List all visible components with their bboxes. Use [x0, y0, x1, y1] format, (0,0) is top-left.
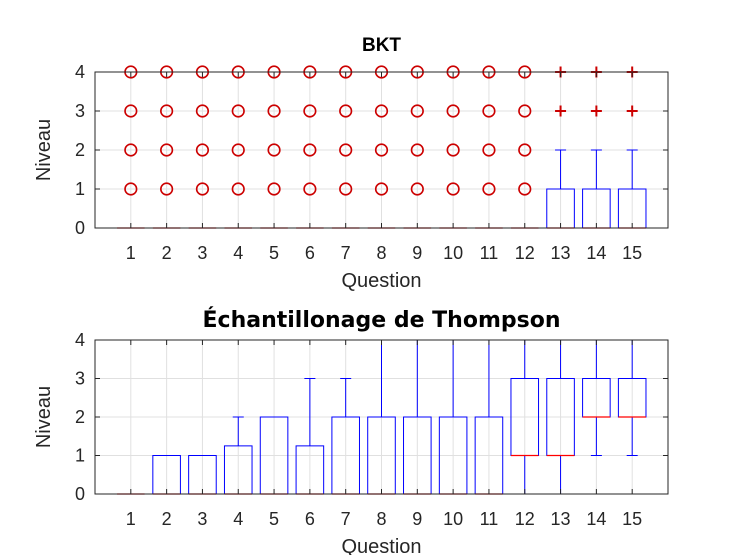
panel2-xtick-label-4: 4 — [233, 509, 243, 529]
panel1-outlier-11-3 — [482, 104, 496, 118]
panel1-outlier-3-2 — [195, 143, 210, 157]
panel1-ylabel: Niveau — [33, 119, 55, 181]
panel1-ytick-label-1: 1 — [75, 179, 85, 199]
panel1-outlier-1-3 — [124, 104, 138, 118]
panel1-xtick-label-13: 13 — [551, 243, 571, 263]
panel2-ytick-label-1: 1 — [75, 446, 85, 466]
panel1-outlier-4-2 — [231, 143, 245, 157]
panel1-ytick-label-3: 3 — [75, 101, 85, 121]
panel1-outlier-12-1 — [518, 182, 532, 196]
panel1-xtick-label-12: 12 — [515, 243, 535, 263]
panel1-outlier-12-3 — [518, 104, 532, 118]
panel2-xtick-label-12: 12 — [515, 509, 535, 529]
panel1-outlier-5-1 — [267, 182, 281, 196]
panel2-xlabel: Question — [341, 536, 421, 555]
panel2-xtick-label-10: 10 — [443, 509, 463, 529]
panel1-xtick-label-2: 2 — [162, 243, 172, 263]
panel1-outlier-5-2 — [267, 143, 281, 157]
panel2-xtick-label-3: 3 — [197, 509, 207, 529]
panel2-xtick-label-8: 8 — [376, 509, 386, 529]
panel2-xtick-label-9: 9 — [412, 509, 422, 529]
panel1-outlier-7-3 — [339, 104, 353, 118]
panel1-outlier-12-2 — [518, 143, 532, 157]
panel1-outlier-2-1 — [160, 182, 174, 196]
panel1-outlier-2-3 — [160, 104, 174, 118]
panel1-xtick-label-11: 11 — [480, 243, 499, 263]
panel1-outlier-7-2 — [339, 143, 353, 157]
panel2-xtick-label-2: 2 — [162, 509, 172, 529]
panel1-xtick-label-14: 14 — [586, 243, 606, 263]
panel2-ytick-label-0: 0 — [75, 484, 85, 504]
panel1-outlier-7-1 — [339, 182, 353, 196]
panel1-xtick-label-4: 4 — [233, 243, 243, 263]
panel1-outlier-2-2 — [160, 143, 174, 157]
panel1-outlier-8-3 — [374, 104, 389, 118]
panel2-ylabel: Niveau — [33, 386, 55, 448]
panel1-outlier-1-1 — [124, 182, 138, 196]
panel1-ytick-label-2: 2 — [75, 140, 85, 160]
panel1-outlier-6-2 — [303, 143, 317, 157]
panel1-xtick-label-15: 15 — [622, 243, 642, 263]
panel1-outlier-1-2 — [124, 143, 138, 157]
panel1-xtick-label-6: 6 — [305, 243, 315, 263]
panel1-outlier-15-3 — [626, 105, 638, 117]
panel2-xtick-label-15: 15 — [622, 509, 642, 529]
panel2-xtick-label-13: 13 — [551, 509, 571, 529]
panel1-ytick-label-4: 4 — [75, 62, 85, 82]
panel1-xtick-label-9: 9 — [412, 243, 422, 263]
panel1-title: BKT — [362, 35, 401, 56]
panel1-xtick-label-5: 5 — [269, 243, 279, 263]
panel1-outlier-8-1 — [374, 182, 389, 196]
panel1-outlier-3-3 — [195, 104, 210, 118]
panel1-outlier-14-3 — [590, 105, 602, 117]
panel1-outlier-9-2 — [410, 143, 424, 157]
panel1-xtick-label-8: 8 — [376, 243, 386, 263]
panel1-outlier-11-2 — [482, 143, 496, 157]
panel1-outlier-6-1 — [303, 182, 317, 196]
panel2-title: Échantillonage de Thompson — [203, 307, 561, 333]
panel2-xtick-label-5: 5 — [269, 509, 279, 529]
panel2-ytick-label-3: 3 — [75, 369, 85, 389]
panel2-xtick-label-6: 6 — [305, 509, 315, 529]
panel1-outlier-9-1 — [410, 182, 424, 196]
panel1-outlier-5-3 — [267, 104, 281, 118]
panel1-outlier-3-1 — [195, 182, 210, 196]
panel1-outlier-11-1 — [482, 182, 496, 196]
panel1-xtick-label-3: 3 — [197, 243, 207, 263]
panel2-xtick-label-1: 1 — [126, 509, 136, 529]
panel2-xtick-label-11: 11 — [480, 509, 499, 529]
panel1-xtick-label-1: 1 — [126, 243, 136, 263]
panel1-outlier-4-1 — [231, 182, 245, 196]
panel2-ytick-label-4: 4 — [75, 330, 85, 350]
panel1-xtick-label-7: 7 — [341, 243, 351, 263]
panel1-xlabel: Question — [341, 270, 421, 292]
panel1-outlier-4-3 — [231, 104, 245, 118]
panel1-outlier-6-3 — [303, 104, 317, 118]
panel1-outlier-10-1 — [446, 182, 460, 196]
panel1-ytick-label-0: 0 — [75, 218, 85, 238]
panel1-outlier-13-3 — [555, 105, 567, 117]
panel1-outlier-10-3 — [446, 104, 460, 118]
panel2-xtick-label-14: 14 — [586, 509, 606, 529]
panel1-outlier-9-3 — [410, 104, 424, 118]
panel1-outlier-10-2 — [446, 143, 460, 157]
panel1-outlier-8-2 — [374, 143, 389, 157]
panel1-xtick-label-10: 10 — [443, 243, 463, 263]
panel2-ytick-label-2: 2 — [75, 407, 85, 427]
panel2-xtick-label-7: 7 — [341, 509, 351, 529]
